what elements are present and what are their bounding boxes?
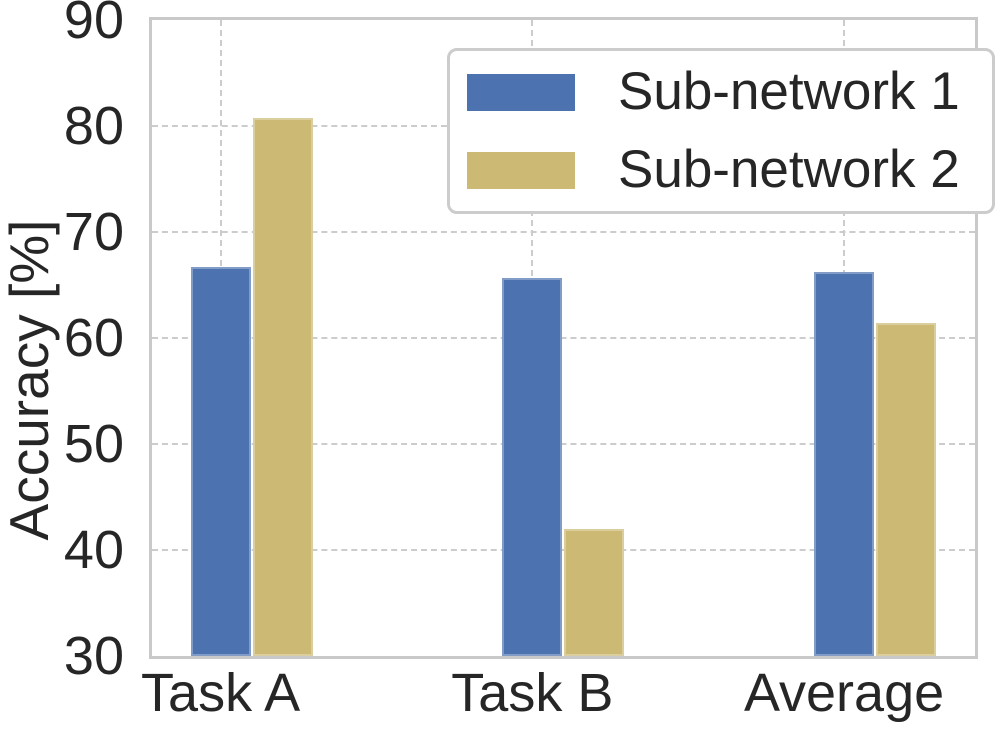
x-tick-label-2: Task B xyxy=(451,663,614,723)
legend-label: Sub-network 1 xyxy=(618,62,960,121)
gridline-y-50 xyxy=(152,443,975,445)
bar-sub-network-2-1 xyxy=(252,117,313,656)
legend-swatch-icon xyxy=(467,73,575,111)
bar-sub-network-1-1 xyxy=(190,266,251,656)
legend-entry-1: Sub-network 1 xyxy=(450,53,992,131)
x-tick-label-3: Average xyxy=(743,663,945,723)
bar-sub-network-2-3 xyxy=(876,323,937,656)
gridline-y-40 xyxy=(152,549,975,551)
bar-sub-network-2-2 xyxy=(564,528,625,656)
legend-entry-2: Sub-network 2 xyxy=(450,131,992,209)
y-tick-label-70: 70 xyxy=(63,202,124,262)
y-tick-label-90: 90 xyxy=(63,0,124,50)
y-tick-label-30: 30 xyxy=(63,626,124,686)
y-tick-label-40: 40 xyxy=(63,520,124,580)
y-tick-label-60: 60 xyxy=(63,308,124,368)
y-tick-label-50: 50 xyxy=(63,414,124,474)
gridline-y-60 xyxy=(152,337,975,339)
legend-swatch-icon xyxy=(467,151,575,189)
x-tick-label-1: Task A xyxy=(141,663,301,723)
gridline-y-70 xyxy=(152,231,975,233)
y-tick-label-80: 80 xyxy=(63,96,124,156)
bar-sub-network-1-3 xyxy=(814,272,875,656)
legend-label: Sub-network 2 xyxy=(618,140,960,199)
legend: Sub-network 1 Sub-network 2 xyxy=(447,48,995,214)
bar-sub-network-1-2 xyxy=(502,277,563,656)
